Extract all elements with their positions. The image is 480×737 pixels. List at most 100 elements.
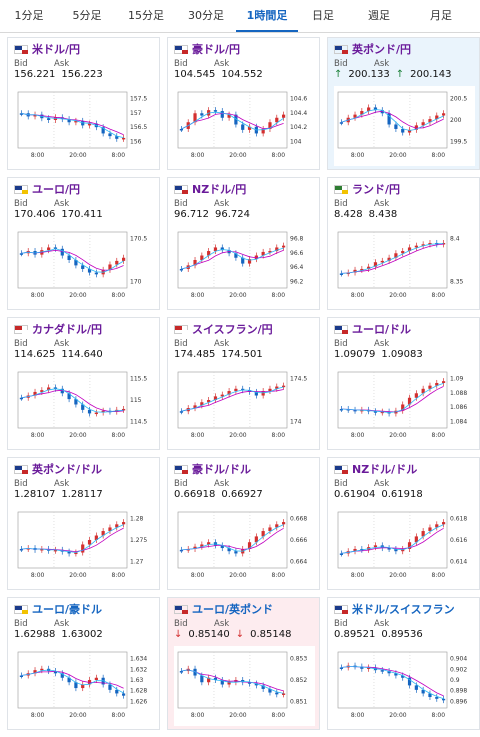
rate-card[interactable]: カナダドル/円 Bid Ask 114.625 114.640 115.5 115 114.5… <box>7 317 160 450</box>
mini-chart[interactable]: 104.6 104.4 104.2 104 8:00 20:00 8:00 <box>174 86 315 166</box>
rate-card[interactable]: 英ポンド/円 Bid Ask ↑ 200.133 ↑ 200.143 200.5 200 199.… <box>327 37 480 170</box>
mini-chart[interactable]: 1.634 1.632 1.63 1.628 1.626 8:00 20:00 8:00 <box>14 646 155 726</box>
rate-card[interactable]: 米ドル/スイスフラン Bid Ask 0.89521 0.89536 0.904 0.902… <box>327 597 480 730</box>
candle-body <box>401 251 404 253</box>
card-header: ユーロ/ドル <box>334 322 411 336</box>
pair-name[interactable]: ランド/円 <box>352 181 400 197</box>
card-header: 英ポンド/円 <box>334 42 411 56</box>
mini-chart[interactable]: 200.5 200 199.5 8:00 20:00 8:00 <box>334 86 475 166</box>
mini-chart[interactable]: 115.5 115 114.5 8:00 20:00 8:00 <box>14 366 155 446</box>
tab-1[interactable]: 5分足 <box>58 0 116 32</box>
y-tick-label: 156.5 <box>130 124 147 131</box>
price-values: 156.221 156.223 <box>14 69 109 80</box>
pair-name[interactable]: 豪ドル/円 <box>192 41 240 57</box>
y-tick-label: 114.5 <box>130 418 147 425</box>
pair-name[interactable]: 豪ドル/ドル <box>192 461 251 477</box>
y-tick-label: 156 <box>130 138 142 145</box>
bid-label: Bid <box>174 199 214 209</box>
mini-chart[interactable]: 96.8 96.6 96.4 96.2 8:00 20:00 8:00 <box>174 226 315 306</box>
flag-icon <box>174 465 188 474</box>
candle-body <box>415 685 418 689</box>
rate-card[interactable]: ランド/円 Bid Ask 8.428 8.438 8.4 8.35 8:00 20:00 8:0… <box>327 177 480 310</box>
price-values: 170.406 170.411 <box>14 209 109 220</box>
price-labels: Bid Ask <box>174 59 254 69</box>
card-header: 豪ドル/円 <box>174 42 240 56</box>
candle-chart: 0.8530.8520.8518:00 20:00 8:00 <box>174 646 315 726</box>
candle-body <box>200 676 203 683</box>
x-tick-label: 20:00 <box>389 572 406 579</box>
x-tick-label: 8:00 <box>31 572 45 579</box>
rate-card[interactable]: 豪ドル/ドル Bid Ask 0.66918 0.66927 0.668 0.666 0.66… <box>167 457 320 590</box>
pair-name[interactable]: ユーロ/英ポンド <box>192 601 273 617</box>
candle-body <box>234 551 237 553</box>
price-labels: Bid Ask <box>334 479 414 489</box>
pair-name[interactable]: 英ポンド/ドル <box>32 461 102 477</box>
rate-card[interactable]: スイスフラン/円 Bid Ask 174.485 174.501 174.5 174 8:00… <box>167 317 320 450</box>
pair-name[interactable]: NZドル/ドル <box>352 461 417 477</box>
rate-card[interactable]: ユーロ/円 Bid Ask 170.406 170.411 170.5 170 8:00 20:… <box>7 177 160 310</box>
candle-body <box>442 113 445 115</box>
ask-label: Ask <box>374 479 414 489</box>
pair-name[interactable]: NZドル/円 <box>192 181 246 197</box>
y-tick-label: 1.632 <box>130 666 147 673</box>
y-tick-label: 115 <box>130 397 142 404</box>
candle-body <box>442 381 445 383</box>
tab-5[interactable]: 日足 <box>298 0 348 32</box>
rate-card[interactable]: 英ポンド/ドル Bid Ask 1.28107 1.28117 1.28 1.275 1.27… <box>7 457 160 590</box>
bid-value: 8.428 <box>334 209 363 220</box>
candle-body <box>374 545 377 547</box>
mini-chart[interactable]: 157.5 157 156.5 156 8:00 20:00 8:00 <box>14 86 155 166</box>
mini-chart[interactable]: 1.09 1.088 1.086 1.084 8:00 20:00 8:00 <box>334 366 475 446</box>
candle-body <box>122 138 125 140</box>
pair-name[interactable]: カナダドル/円 <box>32 321 102 337</box>
tab-0[interactable]: 1分足 <box>0 0 58 32</box>
pair-name[interactable]: 英ポンド/円 <box>352 41 411 57</box>
x-tick-label: 20:00 <box>229 292 246 299</box>
rate-card[interactable]: 豪ドル/円 Bid Ask 104.545 104.552 104.6 104.4 104.2… <box>167 37 320 170</box>
mini-chart[interactable]: 0.668 0.666 0.664 8:00 20:00 8:00 <box>174 506 315 586</box>
pair-name[interactable]: 米ドル/スイスフラン <box>352 601 455 617</box>
ask-label: Ask <box>54 479 94 489</box>
mini-chart[interactable]: 0.853 0.852 0.851 8:00 20:00 8:00 <box>174 646 315 726</box>
pair-name[interactable]: ユーロ/豪ドル <box>32 601 102 617</box>
rate-card[interactable]: ユーロ/ドル Bid Ask 1.09079 1.09083 1.09 1.088 1.086… <box>327 317 480 450</box>
y-tick-label: 157.5 <box>130 96 147 103</box>
x-tick-label: 8:00 <box>112 292 126 299</box>
tab-4[interactable]: 1時間足 <box>236 0 298 32</box>
x-tick-label: 20:00 <box>69 432 86 439</box>
y-tick-label: 0.851 <box>290 698 307 705</box>
rate-card[interactable]: 米ドル/円 Bid Ask 156.221 156.223 157.5 157 156.5 15… <box>7 37 160 170</box>
pair-name[interactable]: 米ドル/円 <box>32 41 80 57</box>
bid-value: ↓ 0.85140 <box>174 629 230 640</box>
mini-chart[interactable]: 170.5 170 8:00 20:00 8:00 <box>14 226 155 306</box>
bid-label: Bid <box>14 59 54 69</box>
mini-chart[interactable]: 0.618 0.616 0.614 8:00 20:00 8:00 <box>334 506 475 586</box>
rate-card[interactable]: NZドル/円 Bid Ask 96.712 96.724 96.8 96.6 96.4 96.2… <box>167 177 320 310</box>
candle-body <box>214 247 217 251</box>
pair-name[interactable]: ユーロ/円 <box>32 181 80 197</box>
x-tick-label: 8:00 <box>31 292 45 299</box>
rate-card[interactable]: ユーロ/豪ドル Bid Ask 1.62988 1.63002 1.634 1.632 1.6… <box>7 597 160 730</box>
tab-2[interactable]: 15分足 <box>116 0 176 32</box>
price-labels: Bid Ask <box>334 339 414 349</box>
price-labels: Bid Ask <box>334 199 414 209</box>
tab-6[interactable]: 週足 <box>348 0 410 32</box>
mini-chart[interactable]: 8.4 8.35 8:00 20:00 8:00 <box>334 226 475 306</box>
y-tick-label: 1.088 <box>450 390 467 397</box>
pair-name[interactable]: ユーロ/ドル <box>352 321 411 337</box>
tab-7[interactable]: 月足 <box>410 0 472 32</box>
pair-name[interactable]: スイスフラン/円 <box>192 321 273 337</box>
x-tick-label: 8:00 <box>272 432 286 439</box>
y-tick-label: 8.4 <box>450 236 460 243</box>
y-tick-label: 1.628 <box>130 688 147 695</box>
rate-card[interactable]: ユーロ/英ポンド Bid Ask ↓ 0.85140 ↓ 0.85148 0.853 0.852… <box>167 597 320 730</box>
flag-icon <box>334 605 348 614</box>
candle-body <box>415 246 418 248</box>
rate-card[interactable]: NZドル/ドル Bid Ask 0.61904 0.61918 0.618 0.616 0.6… <box>327 457 480 590</box>
tab-3[interactable]: 30分足 <box>176 0 236 32</box>
mini-chart[interactable]: 0.904 0.902 0.9 0.898 0.896 8:00 20:00 8:00 <box>334 646 475 726</box>
card-header: カナダドル/円 <box>14 322 102 336</box>
mini-chart[interactable]: 1.28 1.275 1.27 8:00 20:00 8:00 <box>14 506 155 586</box>
bid-value: 1.62988 <box>14 629 55 640</box>
mini-chart[interactable]: 174.5 174 8:00 20:00 8:00 <box>174 366 315 446</box>
